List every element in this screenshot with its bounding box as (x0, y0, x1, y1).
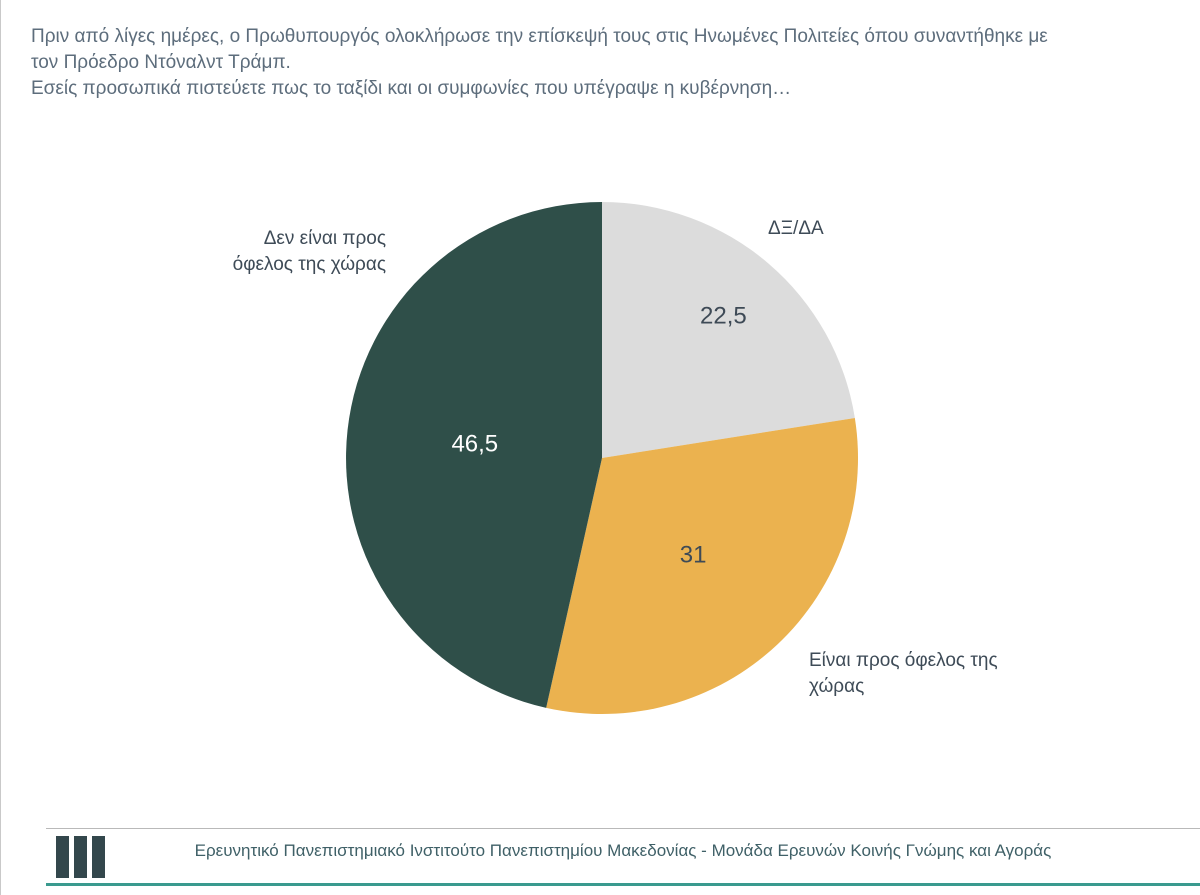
pie-slice-1 (602, 202, 855, 458)
logo-bar (74, 836, 87, 878)
footer-text: Ερευνητικό Πανεπιστημιακό Ινστιτούτο Παν… (194, 841, 1052, 860)
logo-bar (56, 836, 69, 878)
label-benefit: Είναι προς όφελος της χώρας (809, 648, 1039, 699)
question-paragraph-1: Πριν από λίγες ημέρες, ο Πρωθυπουργός ολ… (31, 26, 1048, 74)
pie-slice-3 (346, 202, 602, 708)
pie-value-label-1: 22,5 (700, 302, 747, 329)
footer-accent-line (46, 883, 1200, 886)
label-not-benefit-line1: Δεν είναι προς (263, 228, 386, 249)
uom-logo (56, 836, 105, 878)
label-benefit-line1: Είναι προς όφελος της (809, 650, 998, 671)
label-not-benefit-line2: όφελος της χώρας (232, 253, 386, 275)
label-dk-da: ΔΞ/ΔΑ (768, 218, 824, 239)
pie-value-label-3: 46,5 (451, 431, 498, 458)
logo-bar (92, 836, 105, 878)
question-paragraph-2: Εσείς προσωπικά πιστεύετε πως το ταξίδι … (31, 78, 792, 100)
footer-divider (46, 828, 1200, 829)
pie-chart-svg: 22,5 31 46,5 (346, 202, 859, 714)
question-block: Πριν από λίγες ημέρες, ο Πρωθυπουργός ολ… (31, 24, 1181, 103)
pie-value-label-2: 31 (680, 542, 707, 569)
label-benefit-line2: χώρας (809, 675, 865, 697)
pie-slice-2 (546, 417, 859, 714)
label-not-benefit: Δεν είναι προς όφελος της χώρας (136, 226, 386, 277)
pie-chart: 22,5 31 46,5 (342, 198, 862, 718)
